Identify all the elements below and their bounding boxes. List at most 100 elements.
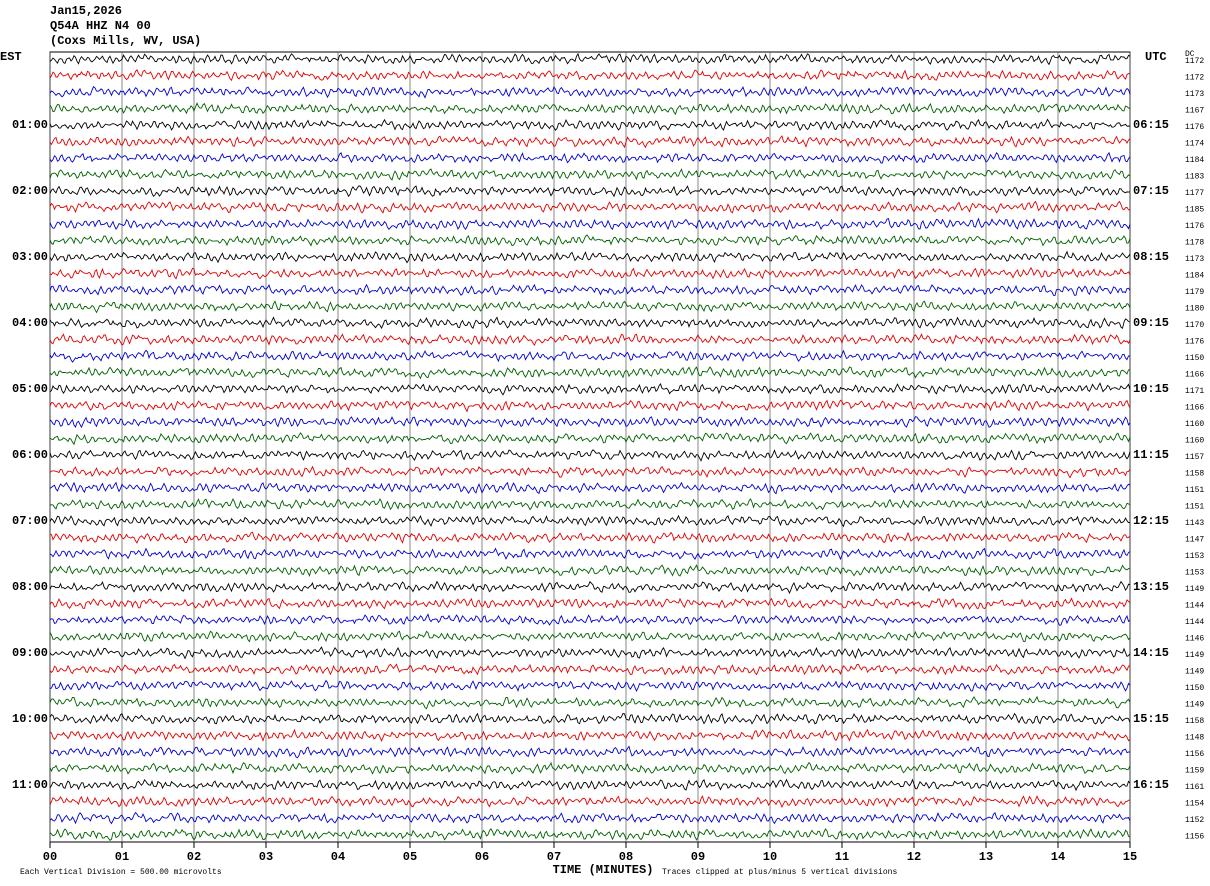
right-hour-label: 13:15	[1133, 580, 1169, 594]
dc-offset: 1154	[1185, 800, 1204, 809]
x-tick-label: 14	[1051, 850, 1065, 864]
dc-offset: 1176	[1185, 222, 1204, 231]
dc-offset: 1166	[1185, 404, 1204, 413]
dc-offset: 1151	[1185, 486, 1204, 495]
trace	[49, 217, 1131, 231]
dc-offset: 1166	[1185, 371, 1204, 380]
dc-offset: 1149	[1185, 701, 1204, 710]
right-hour-label: 06:15	[1133, 118, 1169, 132]
trace	[49, 185, 1131, 198]
x-tick-label: 05	[403, 850, 417, 864]
dc-offset: 1176	[1185, 123, 1204, 132]
trace	[49, 712, 1131, 725]
trace	[49, 827, 1131, 842]
dc-offset: 1156	[1185, 750, 1204, 759]
trace	[49, 531, 1131, 544]
x-tick-label: 13	[979, 850, 993, 864]
scale-note: Each Vertical Division = 500.00 microvol…	[20, 868, 222, 877]
trace	[49, 85, 1131, 99]
x-tick-label: 01	[115, 850, 129, 864]
right-hour-label: 11:15	[1133, 448, 1169, 462]
dc-offset: 1153	[1185, 552, 1204, 561]
dc-offset: 1158	[1185, 470, 1204, 479]
right-hour-label: 08:15	[1133, 250, 1169, 264]
trace	[49, 200, 1131, 214]
dc-offset: 1176	[1185, 338, 1204, 347]
trace	[49, 761, 1131, 776]
trace	[49, 564, 1131, 577]
dc-offset: 1149	[1185, 585, 1204, 594]
trace	[49, 399, 1131, 413]
dc-offset: 1172	[1185, 57, 1204, 66]
dc-offset: 1185	[1185, 206, 1204, 215]
left-hour-label: 08:00	[12, 580, 48, 594]
trace	[49, 630, 1131, 643]
x-tick-label: 02	[187, 850, 201, 864]
left-hour-label: 07:00	[12, 514, 48, 528]
left-hour-label: 02:00	[12, 184, 48, 198]
trace	[49, 695, 1131, 710]
trace	[49, 102, 1131, 116]
dc-offset: 1152	[1185, 816, 1204, 825]
right-hour-label: 15:15	[1133, 712, 1169, 726]
dc-offset: 1153	[1185, 569, 1204, 578]
trace	[49, 597, 1131, 610]
dc-offset: 1183	[1185, 173, 1204, 182]
trace	[49, 316, 1131, 330]
left-hour-label: 11:00	[12, 778, 48, 792]
dc-offset: 1157	[1185, 453, 1204, 462]
dc-offset: 1171	[1185, 387, 1204, 396]
x-tick-label: 04	[331, 850, 345, 864]
trace	[49, 382, 1131, 396]
trace	[49, 679, 1131, 693]
left-hour-label: 01:00	[12, 118, 48, 132]
trace	[49, 547, 1131, 561]
left-hour-label: 09:00	[12, 646, 48, 660]
trace	[49, 366, 1131, 380]
trace	[49, 663, 1131, 676]
trace	[49, 497, 1131, 511]
trace	[49, 613, 1131, 626]
dc-label: DC	[1185, 50, 1195, 59]
trace	[49, 795, 1130, 808]
trace	[49, 728, 1131, 742]
dc-offset: 1180	[1185, 305, 1204, 314]
dc-offset: 1143	[1185, 519, 1204, 528]
dc-offset: 1167	[1185, 107, 1204, 116]
dc-offset: 1174	[1185, 140, 1204, 149]
right-hour-label: 09:15	[1133, 316, 1169, 330]
plot-frame	[49, 51, 1131, 843]
x-tick-label: 10	[763, 850, 777, 864]
trace	[49, 449, 1131, 462]
dc-offset: 1158	[1185, 717, 1204, 726]
trace	[49, 68, 1131, 82]
trace	[49, 234, 1131, 247]
right-hour-label: 12:15	[1133, 514, 1169, 528]
dc-offset: 1150	[1185, 684, 1204, 693]
x-tick-label: 03	[259, 850, 273, 864]
x-tick-label: 06	[475, 850, 489, 864]
dc-offset: 1173	[1185, 255, 1204, 264]
trace	[49, 118, 1131, 131]
trace	[49, 481, 1131, 495]
right-hour-label: 14:15	[1133, 646, 1169, 660]
dc-offset: 1150	[1185, 354, 1204, 363]
trace	[49, 283, 1131, 296]
trace	[49, 465, 1131, 479]
dc-offset: 1161	[1185, 783, 1204, 792]
dc-offset: 1144	[1185, 618, 1204, 627]
dc-offset: 1184	[1185, 272, 1204, 281]
trace	[49, 416, 1131, 429]
x-tick-label: 11	[835, 850, 849, 864]
trace	[49, 300, 1131, 314]
x-tick-label: 07	[547, 850, 561, 864]
dc-offset: 1156	[1185, 833, 1204, 842]
x-tick-label: 09	[691, 850, 705, 864]
dc-offset: 1177	[1185, 189, 1204, 198]
trace	[49, 52, 1131, 66]
header-line: Q54A HHZ N4 00	[50, 19, 151, 33]
x-tick-label: 08	[619, 850, 633, 864]
dc-offset: 1172	[1185, 74, 1204, 83]
left-hour-label: 04:00	[12, 316, 48, 330]
